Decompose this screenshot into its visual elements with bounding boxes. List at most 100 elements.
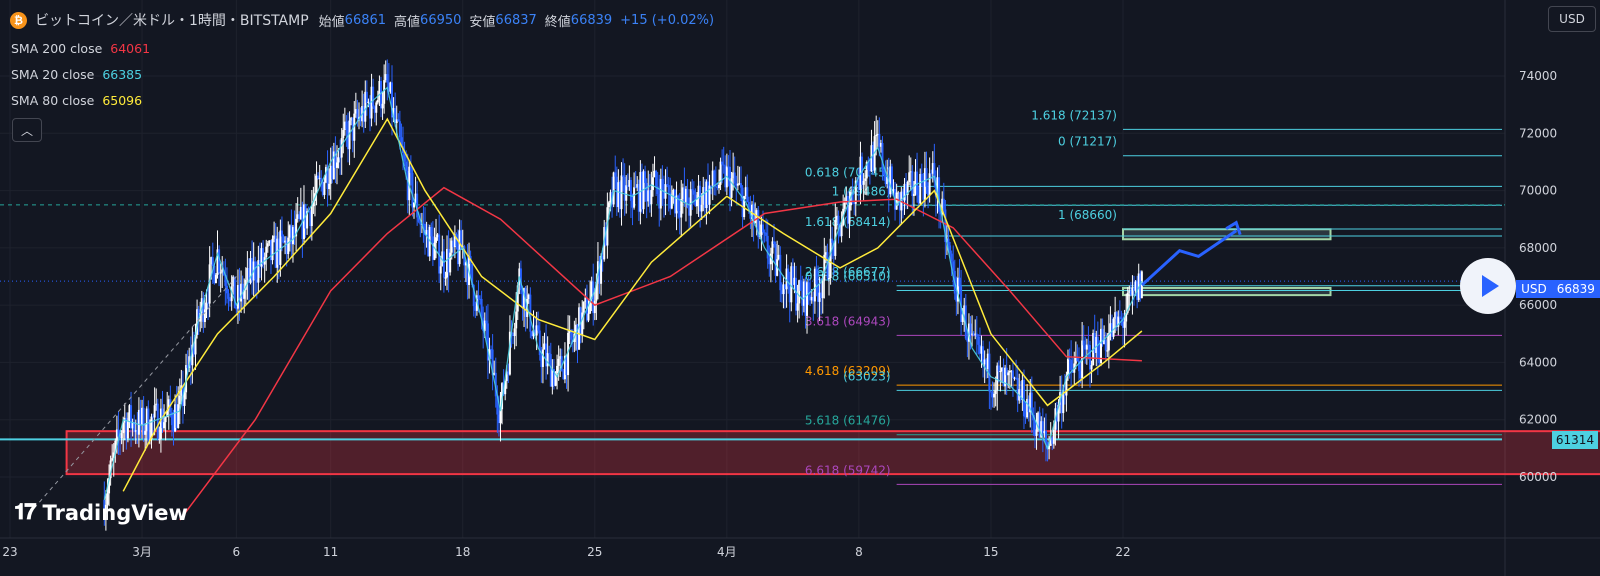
change-value: +15 (+0.02%) [620,12,715,28]
candle-body [629,180,632,201]
candle-body [117,429,120,437]
candle-body [109,460,112,479]
candle-body [686,188,689,208]
candle-body [337,157,340,163]
candle-body [846,196,849,224]
y-tick-label: 72000 [1519,126,1557,140]
candle-body [513,328,516,336]
candle-body [540,355,543,367]
candle-body [1024,416,1027,418]
candle-body [348,120,351,150]
candle-body [996,365,999,391]
candle-body [288,225,291,238]
symbol-title[interactable]: ビットコイン／米ドル・1時間・BITSTAMP [35,13,309,29]
candle-body [777,254,780,260]
candle-body [258,260,261,267]
candle-body [607,202,610,208]
candle-body [684,188,687,202]
candle-body [452,240,455,248]
candle-body [1103,339,1106,345]
bitcoin-icon: ₿ [10,11,27,29]
candle-body [699,185,702,212]
candle-body [406,171,409,201]
candle-body [199,313,202,322]
candle-body [710,185,713,187]
fib-level-label: 0.618 (70145) [805,165,891,179]
candle-body [765,232,768,236]
candle-body [702,187,705,205]
candle-body [1077,361,1080,372]
collapse-indicators-button[interactable]: ︿ [12,118,42,142]
candle-body [167,399,170,411]
candle-body [142,407,145,435]
candle-body [651,177,654,190]
candle-body [570,330,573,340]
candle-body [938,177,941,212]
candle-body [713,170,716,186]
candle-body [485,320,488,324]
candle-body [673,189,676,214]
candle-body [1016,378,1019,401]
candle-body [227,293,230,299]
candle-body [1098,358,1101,363]
candle-body [802,281,805,306]
candle-body [813,268,816,302]
play-button[interactable] [1460,258,1516,314]
candle-body [961,314,964,322]
candle-body [225,285,228,294]
low-label: 安値 [469,14,496,30]
candle-body [196,309,199,335]
candle-body [828,278,831,280]
candle-body [213,266,216,284]
indicator-sma-80[interactable]: SMA 80 close 65096 [11,93,142,108]
candle-body [862,180,865,185]
candle-body [111,458,114,461]
candle-body [692,190,695,195]
x-tick-label: 8 [855,545,863,559]
candle-body [350,117,353,121]
candle-body [403,153,406,162]
candle-body [757,210,760,238]
candle-body [136,430,139,435]
candle-body [515,311,518,329]
candle-body [864,178,867,181]
currency-button[interactable]: USD [1548,6,1596,32]
candle-body [1126,292,1129,313]
candle-body [166,410,169,417]
tradingview-logo-icon: 𝟏𝟕 [14,500,37,525]
candle-body [1122,319,1124,328]
candle-body [320,177,323,182]
candle-body [716,186,719,189]
candle-body [170,412,173,426]
candle-body [754,219,757,223]
indicator-sma-200[interactable]: SMA 200 close 64061 [11,41,150,56]
candle-body [474,306,477,311]
candle-body [568,330,571,333]
candle-body [417,217,420,222]
candle-body [1046,442,1049,450]
candle-body [903,183,906,201]
candle-body [557,358,560,366]
candle-body [991,392,994,398]
candle-body [446,248,449,278]
candle-body [1055,408,1058,422]
candle-body [567,332,570,376]
current-price-tag: USD 66839 [1516,280,1600,298]
candle-body [574,324,577,334]
candle-body [1063,392,1066,396]
candle-body [282,236,285,243]
candle-body [706,181,709,205]
candle-body [774,244,777,276]
candle-body [744,187,747,197]
y-tick-label: 68000 [1519,241,1557,255]
candle-body [137,409,140,435]
candle-body [850,191,853,206]
candle-body [664,184,667,199]
close-value: 66839 [570,12,613,28]
candle-body [207,302,210,304]
candle-body [130,405,133,429]
indicator-sma-20[interactable]: SMA 20 close 66385 [11,67,142,82]
candle-body [414,193,417,203]
tradingview-logo[interactable]: 𝟏𝟕 TradingView [14,500,188,525]
